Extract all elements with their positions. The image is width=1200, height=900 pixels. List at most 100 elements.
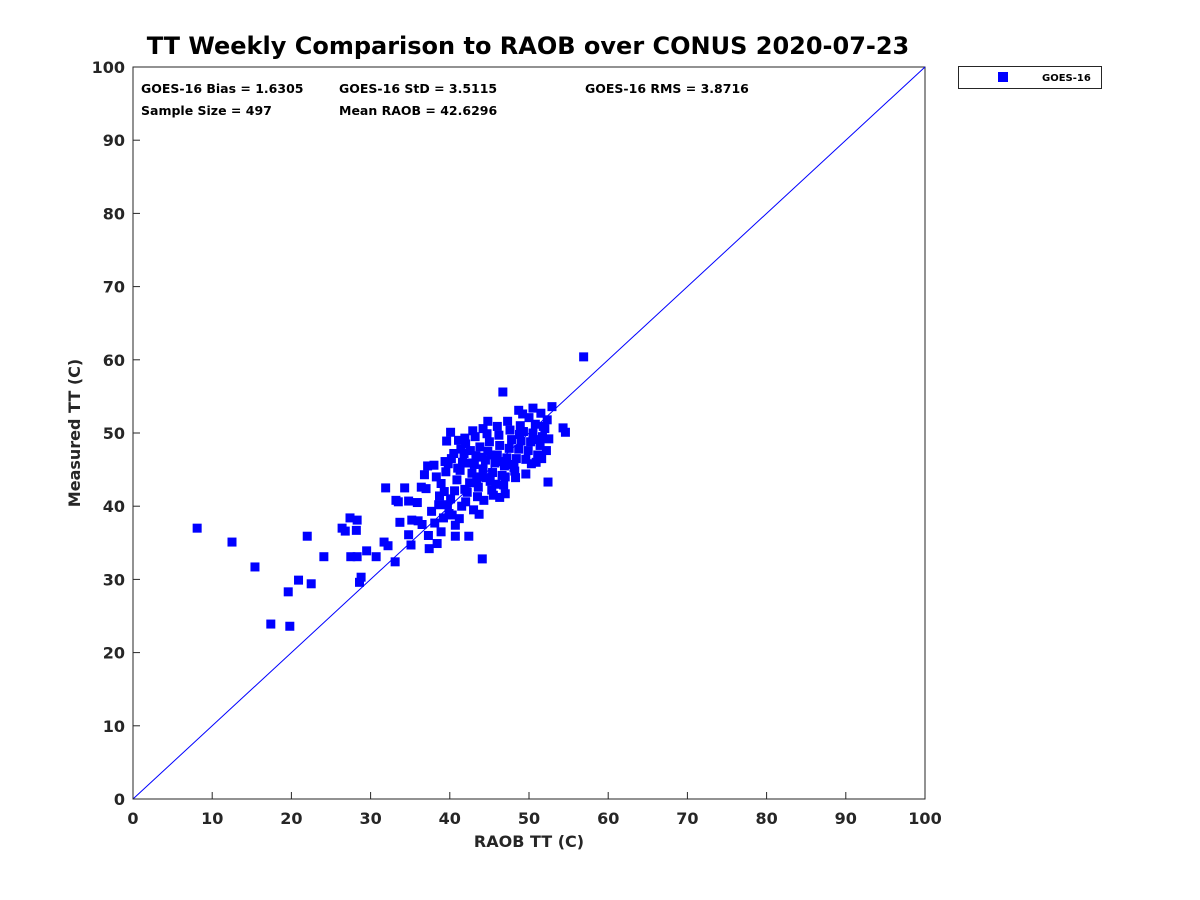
data-point xyxy=(407,515,417,525)
data-point xyxy=(547,402,557,412)
y-tick-label: 10 xyxy=(103,717,125,736)
y-axis-label: Measured TT (C) xyxy=(65,359,84,507)
data-point xyxy=(355,577,365,587)
data-point xyxy=(511,473,521,483)
data-point xyxy=(477,554,487,564)
data-point xyxy=(502,453,512,463)
y-tick-label: 50 xyxy=(103,424,125,443)
data-point xyxy=(427,506,437,516)
data-point xyxy=(461,497,471,507)
data-point xyxy=(465,478,475,488)
x-axis-label: RAOB TT (C) xyxy=(474,832,584,851)
data-point xyxy=(371,552,381,562)
data-point xyxy=(351,525,361,535)
data-point xyxy=(463,458,473,468)
data-point xyxy=(505,425,515,435)
data-point xyxy=(496,457,506,467)
x-tick-label: 20 xyxy=(280,809,302,828)
data-point xyxy=(507,435,517,445)
x-axis-ticks: 0 10 20 30 40 50 60 70 80 90 100 xyxy=(127,792,942,828)
data-point xyxy=(483,416,493,426)
data-point xyxy=(346,552,356,562)
data-point xyxy=(492,421,502,431)
data-point xyxy=(413,516,423,526)
data-point xyxy=(449,448,459,458)
data-point xyxy=(465,446,475,456)
legend-label: GOES-16 xyxy=(1042,73,1091,84)
data-point xyxy=(436,479,446,489)
y-tick-label: 20 xyxy=(103,644,125,663)
data-point xyxy=(469,459,479,469)
data-point xyxy=(484,437,494,447)
data-point xyxy=(406,540,416,550)
data-point xyxy=(495,492,505,502)
data-point xyxy=(521,454,531,464)
data-point xyxy=(453,463,463,473)
data-point xyxy=(452,475,462,485)
data-point xyxy=(432,539,442,549)
stat-std: GOES-16 StD = 3.5115 xyxy=(339,81,497,96)
data-point xyxy=(442,436,452,446)
data-point xyxy=(438,513,448,523)
x-tick-label: 40 xyxy=(439,809,461,828)
y-tick-label: 40 xyxy=(103,497,125,516)
x-tick-label: 30 xyxy=(359,809,381,828)
data-point xyxy=(424,544,434,554)
data-point xyxy=(511,454,521,464)
x-tick-label: 80 xyxy=(755,809,777,828)
data-point xyxy=(470,432,480,442)
data-point xyxy=(266,619,276,629)
stat-mean-raob: Mean RAOB = 42.6296 xyxy=(339,103,497,118)
data-point xyxy=(515,421,525,431)
data-point xyxy=(460,484,470,494)
x-tick-label: 0 xyxy=(127,809,138,828)
y-tick-label: 60 xyxy=(103,351,125,370)
data-point xyxy=(481,473,491,483)
data-point xyxy=(421,484,431,494)
data-point xyxy=(431,472,441,482)
data-point xyxy=(541,446,551,456)
data-point xyxy=(456,444,466,454)
data-point xyxy=(340,526,350,536)
data-point xyxy=(469,505,479,515)
data-point xyxy=(510,466,520,476)
data-point xyxy=(472,474,482,484)
x-tick-label: 10 xyxy=(201,809,223,828)
data-point xyxy=(416,482,426,492)
data-point xyxy=(434,500,444,510)
x-tick-label: 50 xyxy=(518,809,540,828)
data-point xyxy=(450,486,460,496)
data-point xyxy=(285,621,295,631)
data-point xyxy=(446,494,456,504)
data-point xyxy=(538,421,548,431)
chart-title: TT Weekly Comparison to RAOB over CONUS … xyxy=(147,32,910,60)
data-point xyxy=(492,450,502,460)
y-tick-label: 30 xyxy=(103,570,125,589)
data-point xyxy=(441,467,451,477)
data-point xyxy=(537,454,547,464)
data-point xyxy=(478,424,488,434)
data-point xyxy=(423,461,433,471)
data-point xyxy=(479,495,489,505)
data-point xyxy=(471,451,481,461)
data-point xyxy=(429,460,439,470)
data-point xyxy=(430,518,440,528)
data-point xyxy=(362,546,372,556)
data-point xyxy=(440,457,450,467)
data-point xyxy=(356,572,366,582)
data-point xyxy=(528,403,538,413)
data-point xyxy=(526,459,536,469)
data-point xyxy=(537,432,547,442)
stat-rms: GOES-16 RMS = 3.8716 xyxy=(585,81,749,96)
data-point xyxy=(412,498,422,508)
data-point xyxy=(482,429,492,439)
legend-box xyxy=(958,66,1102,89)
data-point xyxy=(447,510,457,520)
data-point xyxy=(319,552,329,562)
data-point xyxy=(487,485,497,495)
data-point xyxy=(446,427,456,437)
y-axis-ticks: 0 10 20 30 40 50 60 70 80 90 100 xyxy=(92,58,140,809)
data-point xyxy=(400,483,410,493)
data-point xyxy=(536,408,546,418)
